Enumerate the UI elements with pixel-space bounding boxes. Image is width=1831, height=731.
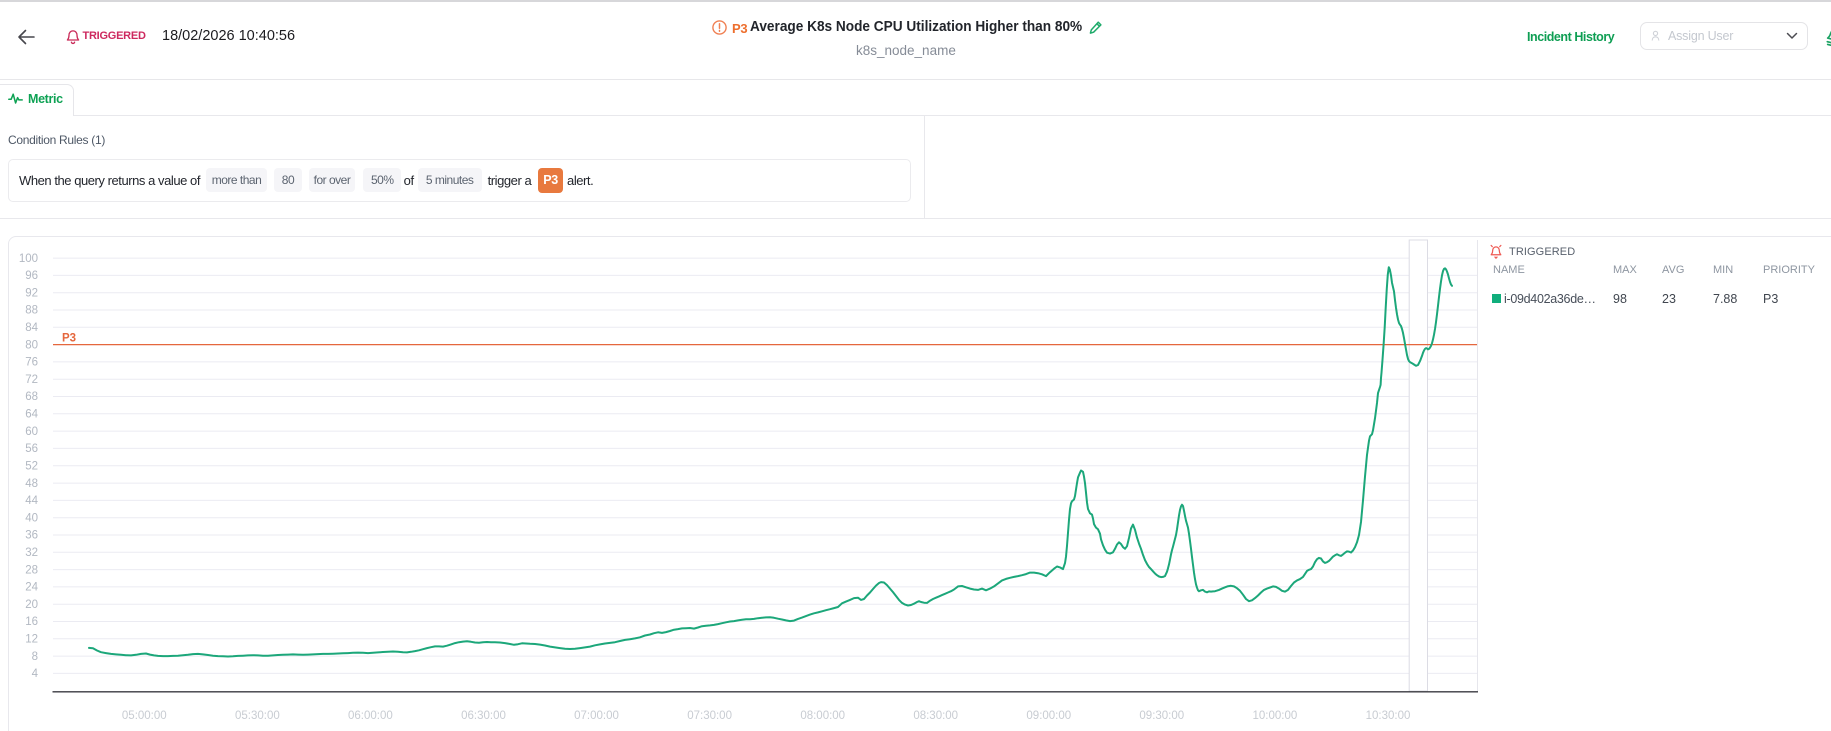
svg-text:06:00:00: 06:00:00 (348, 710, 393, 722)
svg-text:12: 12 (25, 634, 38, 646)
svg-text:05:00:00: 05:00:00 (122, 710, 167, 722)
svg-text:4: 4 (32, 668, 39, 680)
svg-text:8: 8 (32, 651, 38, 663)
svg-text:84: 84 (25, 322, 38, 334)
svg-text:40: 40 (25, 512, 38, 524)
svg-text:68: 68 (25, 391, 38, 403)
svg-text:60: 60 (25, 426, 38, 438)
svg-text:48: 48 (25, 478, 38, 490)
svg-text:64: 64 (25, 409, 38, 421)
svg-text:05:30:00: 05:30:00 (235, 710, 280, 722)
svg-text:44: 44 (25, 495, 38, 507)
svg-text:72: 72 (25, 374, 38, 386)
svg-text:08:30:00: 08:30:00 (913, 710, 958, 722)
svg-text:24: 24 (25, 582, 38, 594)
svg-text:36: 36 (25, 530, 38, 542)
svg-text:07:30:00: 07:30:00 (687, 710, 732, 722)
svg-text:28: 28 (25, 564, 38, 576)
svg-text:10:30:00: 10:30:00 (1366, 710, 1411, 722)
svg-text:92: 92 (25, 287, 38, 299)
svg-text:10:00:00: 10:00:00 (1253, 710, 1298, 722)
svg-text:96: 96 (25, 270, 38, 282)
svg-text:20: 20 (25, 599, 38, 611)
svg-text:09:00:00: 09:00:00 (1026, 710, 1071, 722)
svg-text:06:30:00: 06:30:00 (461, 710, 506, 722)
svg-text:32: 32 (25, 547, 38, 559)
svg-text:P3: P3 (62, 333, 76, 345)
svg-text:100: 100 (19, 253, 38, 265)
svg-text:08:00:00: 08:00:00 (800, 710, 845, 722)
svg-text:56: 56 (25, 443, 38, 455)
svg-text:52: 52 (25, 460, 38, 472)
svg-text:76: 76 (25, 357, 38, 369)
svg-text:09:30:00: 09:30:00 (1139, 710, 1184, 722)
svg-text:88: 88 (25, 305, 38, 317)
svg-text:16: 16 (25, 616, 38, 628)
svg-text:07:00:00: 07:00:00 (574, 710, 619, 722)
svg-text:80: 80 (25, 339, 38, 351)
